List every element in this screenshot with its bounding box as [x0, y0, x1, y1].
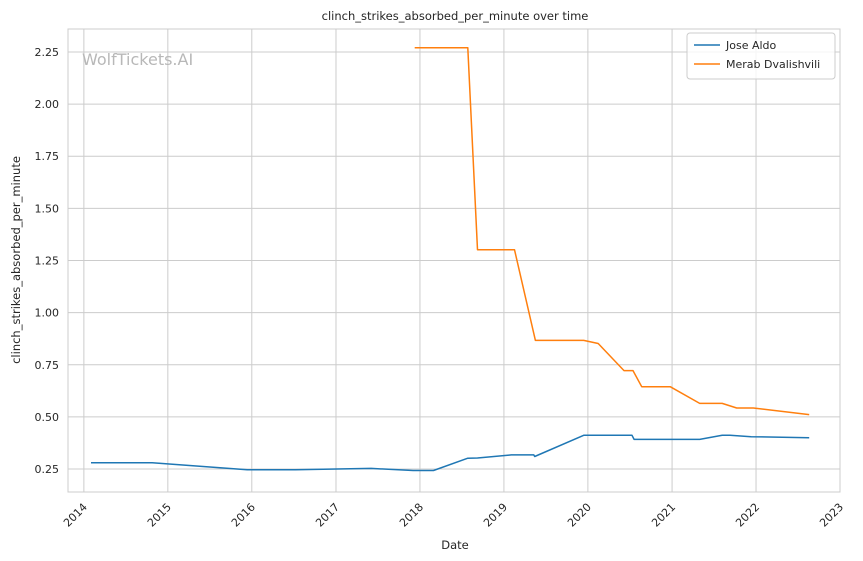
y-tick-label: 2.00 [35, 98, 60, 111]
y-tick-label: 0.25 [35, 463, 60, 476]
legend-box [686, 32, 836, 80]
y-tick-labels: 0.25 0.50 0.75 1.00 1.25 1.50 1.75 2.00 2.25 [35, 46, 60, 476]
series-line-jose-aldo [91, 434, 810, 472]
series-layer [91, 47, 810, 472]
legend: Jose Aldo Merab Dvalishvili [686, 32, 836, 80]
watermark: WolfTickets.AI [82, 50, 193, 69]
y-tick-label: 1.00 [35, 307, 60, 320]
y-tick-label: 1.25 [35, 255, 60, 268]
y-tick-label: 1.50 [35, 202, 60, 215]
x-axis-label: Date [441, 538, 469, 552]
chart-title: clinch_strikes_absorbed_per_minute over … [322, 9, 589, 23]
y-tick-label: 0.50 [35, 411, 60, 424]
legend-label-merab-dvalishvili: Merab Dvalishvili [726, 58, 820, 71]
legend-label-jose-aldo: Jose Aldo [725, 39, 777, 52]
y-tick-label: 1.75 [35, 150, 60, 163]
y-tick-label: 2.25 [35, 46, 60, 59]
series-line-merab-dvalishvili [414, 47, 810, 416]
y-tick-label: 0.75 [35, 359, 60, 372]
y-axis-label: clinch_strikes_absorbed_per_minute [9, 156, 23, 364]
